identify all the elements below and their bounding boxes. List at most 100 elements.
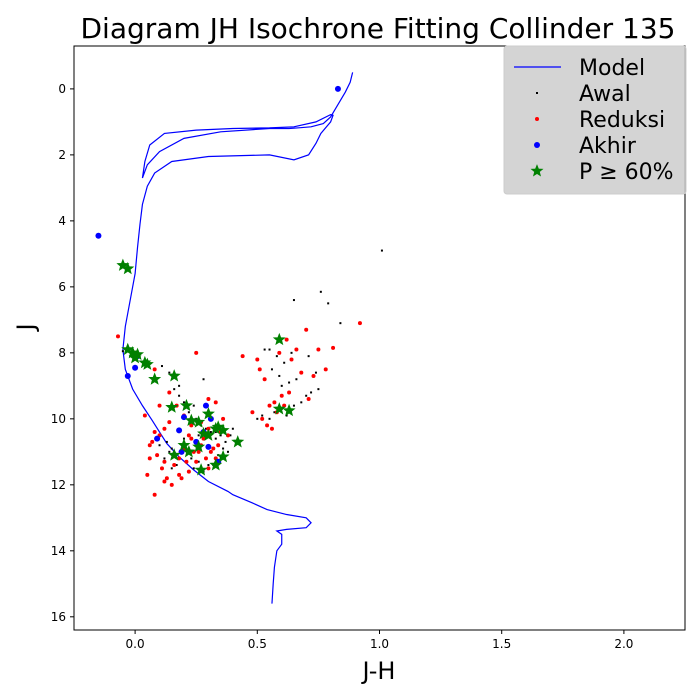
model-isochrone-line [122,72,354,604]
series-2-point-1 [331,345,336,350]
series-4-point-24 [177,438,191,451]
series-4 [116,258,296,476]
series-1-point-24 [231,427,234,430]
series-1-point-26 [170,447,173,450]
legend-box [503,45,687,195]
series-1-point-44 [197,434,200,437]
series-2-point-27 [206,397,211,402]
series-1-point-45 [214,431,217,434]
series-1-point-37 [192,467,195,470]
legend-swatch-4 [530,164,544,177]
x-axis-ticks: 0.0 0.5 1.0 1.5 2.0 [126,630,633,651]
series-1-point-73 [178,384,181,387]
series-2-point-59 [152,367,157,372]
series-4-point-10 [148,372,162,385]
series-1-point-66 [288,381,291,384]
series-1-point-70 [268,348,271,351]
series-2-point-77 [208,449,213,454]
series-1-point-46 [170,467,173,470]
series-1-point-22 [224,440,227,443]
series-1-point-59 [317,388,320,391]
series-3-point-10 [202,402,209,409]
series-2-point-66 [225,433,230,438]
series-3-point-2 [124,372,131,379]
series-2-point-9 [294,347,299,352]
series-layer [95,72,383,604]
series-2-point-7 [277,350,282,355]
legend-label-2: Reduksi [579,108,665,133]
series-0 [122,72,354,604]
series-4-point-28 [209,458,223,471]
series-2-point-54 [179,476,184,481]
series-4-point-15 [192,415,206,428]
series-4-point-29 [194,463,208,476]
y-tick-label-8: 16 [51,610,66,624]
series-2-point-12 [272,400,277,405]
series-1-point-72 [202,378,205,381]
series-1-point-5 [121,350,124,353]
legend-swatch-2 [535,117,539,121]
series-2-point-43 [169,482,174,487]
series-2-point-8 [289,357,294,362]
y-tick-label-4: 8 [58,346,66,360]
series-2-point-55 [186,469,191,474]
legend-swatch-1 [536,92,538,94]
series-2-point-51 [155,453,160,458]
series-2-point-10 [299,370,304,375]
x-axis-title: J-H [361,657,396,685]
series-1-point-32 [222,447,225,450]
legend-label-4: P ≥ 60% [579,160,674,185]
series-2-point-21 [255,357,260,362]
series-2-point-75 [177,456,182,461]
series-2-point-53 [172,463,177,468]
series-1-point-63 [263,348,266,351]
series-4-point-21 [211,420,225,433]
series-2-point-42 [164,476,169,481]
series-2-point-57 [203,456,208,461]
series-1-point-4 [339,322,342,325]
series-1-point-56 [300,401,303,404]
series-1-point-65 [278,374,281,377]
series-2-point-20 [269,426,274,431]
series-2-point-69 [150,439,155,444]
series-1-point-34 [163,457,166,460]
series-1-point-19 [209,431,212,434]
series-3-point-6 [176,427,183,434]
series-1-point-25 [165,440,168,443]
series-1-point-28 [190,457,193,460]
series-4-point-12 [165,400,179,413]
series-4-point-23 [192,440,206,453]
series-1-point-1 [319,290,322,293]
series-2-point-28 [213,400,218,405]
series-2-point-4 [316,347,321,352]
series-2-point-35 [162,426,167,431]
series-2-point-17 [282,403,287,408]
series-2-point-14 [287,390,292,395]
y-axis-title: J [12,323,40,332]
series-1-point-35 [175,464,178,467]
series-1-point-29 [197,460,200,463]
series-1-point-50 [261,414,264,417]
series-1-point-20 [214,437,217,440]
series-4-point-3 [282,403,296,417]
series-1-point-55 [292,404,295,407]
series-4-point-19 [231,435,245,448]
legend-label-1: Awal [579,82,631,107]
series-1-point-10 [160,365,163,368]
series-2-point-18 [260,416,265,421]
series-2-point-34 [167,420,172,425]
series-1-point-21 [219,434,222,437]
series-4-point-1 [121,261,135,275]
series-2-point-29 [221,416,226,421]
series-2-point-25 [240,354,245,359]
series-1-point-57 [305,394,308,397]
series-2-point-3 [311,373,316,378]
chart-title: Diagram JH Isochrone Fitting Collinder 1… [81,12,676,45]
series-2-point-72 [201,436,206,441]
series-2-point-15 [267,403,272,408]
series-4-point-13 [179,398,193,412]
series-1-point-60 [275,355,278,358]
series-2-point-62 [167,390,172,395]
series-1-point-42 [168,450,171,453]
series-2-point-74 [162,479,167,484]
